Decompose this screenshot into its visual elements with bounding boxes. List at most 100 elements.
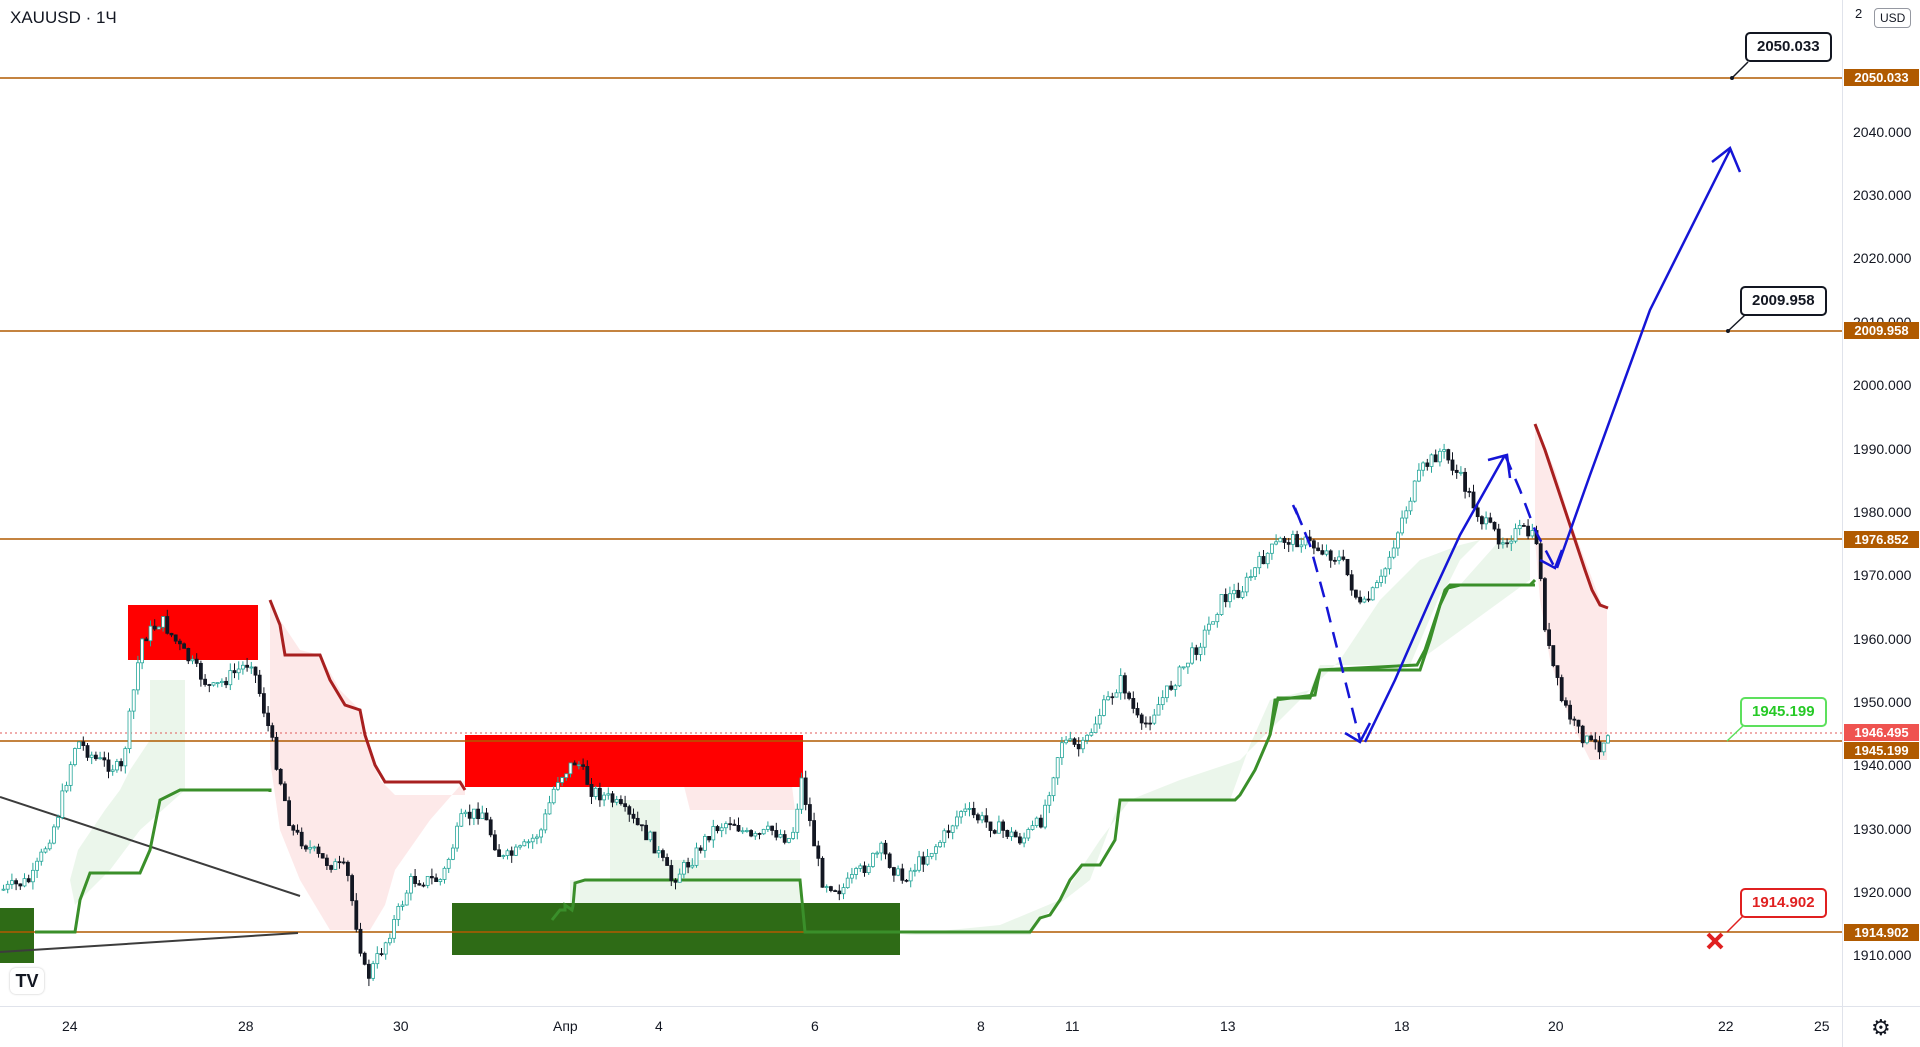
tradingview-logo[interactable]: TV (10, 968, 44, 994)
candle-body (1543, 578, 1547, 631)
candle-body (610, 793, 615, 803)
candle-body (1412, 480, 1417, 502)
candle-body (614, 799, 619, 803)
candle-body (1144, 722, 1148, 725)
candle-body (959, 811, 963, 818)
candle-body (715, 826, 720, 832)
candle-body (119, 761, 123, 767)
projection-dashed-down[interactable] (1293, 507, 1362, 741)
candle-body (593, 787, 598, 797)
candle-body (253, 666, 258, 676)
projection-up-1[interactable] (1363, 454, 1507, 743)
candle-body (371, 963, 376, 979)
candle-body (492, 834, 497, 851)
candle-body (1551, 645, 1556, 667)
price-axis[interactable]: 2 USD 2040.0002030.0002020.0002010.00020… (1842, 0, 1920, 1006)
candle-body (1030, 825, 1035, 830)
candle-body (459, 813, 464, 827)
candle-body (908, 870, 913, 882)
candle-body (728, 823, 732, 826)
candle-body (9, 880, 14, 885)
price-chart[interactable] (0, 0, 1842, 1006)
candle-body (1349, 574, 1354, 591)
candle-body (1286, 542, 1291, 545)
candle-body (635, 817, 640, 826)
candle-body (1085, 734, 1089, 741)
candle-body (1320, 550, 1325, 555)
price-tick-label: 1980.000 (1853, 504, 1912, 520)
candle-body (1559, 677, 1564, 702)
candle-body (1324, 550, 1329, 555)
trendline-ascending[interactable] (0, 932, 299, 953)
candle-body (1471, 491, 1476, 509)
gear-icon[interactable]: ⚙ (1871, 1015, 1891, 1040)
candle-body (1072, 738, 1077, 745)
candle-body (661, 850, 665, 858)
price-tick-label: 1920.000 (1853, 884, 1912, 900)
candle-body (1425, 462, 1430, 467)
candle-body (1060, 742, 1064, 759)
candle-body (26, 878, 31, 883)
time-tick-label: 11 (1065, 1018, 1080, 1034)
candle-body (866, 866, 871, 874)
demand-zone-2 (452, 903, 900, 955)
candle-body (169, 632, 174, 636)
candle-body (1522, 525, 1526, 527)
candle-body (324, 857, 329, 866)
candle-body (1009, 831, 1014, 837)
candle-body (669, 865, 674, 881)
candle-body (94, 754, 98, 760)
candle-body (992, 830, 997, 834)
candle-body (1597, 741, 1602, 753)
callout-1945[interactable]: 1945.199 (1740, 697, 1827, 727)
candle-body (1333, 559, 1337, 562)
candle-body (43, 848, 48, 853)
callout-1914[interactable]: 1914.902 (1740, 888, 1827, 918)
candle-body (467, 811, 472, 819)
candle-body (984, 815, 989, 823)
settings-cell[interactable]: ⚙ (1842, 1006, 1920, 1047)
candle-body (261, 693, 266, 714)
projection-down-2[interactable] (1503, 454, 1557, 569)
candle-body (123, 748, 128, 767)
time-tick-label: 20 (1548, 1018, 1564, 1034)
candle-body (1081, 739, 1085, 750)
candle-body (1484, 517, 1488, 525)
candle-body (812, 820, 816, 847)
candle-body (1215, 614, 1220, 623)
time-axis[interactable]: 24 28 30 Апр 4 6 8 11 13 18 20 22 25 (0, 1006, 1842, 1047)
bear-trend-fill-3 (1535, 425, 1607, 760)
candle-body (1173, 685, 1178, 690)
candle-body (1517, 525, 1522, 530)
candle-body (1089, 732, 1094, 736)
supply-zone-1 (128, 605, 258, 660)
candle-body (543, 813, 548, 831)
candle-body (1492, 521, 1497, 530)
candle-body (224, 680, 229, 686)
candle-body (350, 875, 355, 902)
candle-body (1131, 698, 1136, 709)
candle-body (463, 811, 468, 815)
candle-body (841, 887, 846, 895)
candle-body (518, 845, 522, 848)
candle-body (1177, 666, 1182, 687)
candle-body (1400, 517, 1404, 534)
candle-body (917, 856, 921, 871)
candle-body (1181, 666, 1186, 669)
candle-body (1488, 517, 1493, 523)
candle-body (471, 808, 476, 819)
candle-body (572, 762, 577, 766)
candle-body (186, 647, 191, 662)
projection-up-target[interactable] (1555, 149, 1732, 569)
callout-2009[interactable]: 2009.958 (1740, 286, 1827, 316)
currency-button[interactable]: USD (1874, 8, 1912, 28)
candle-body (89, 754, 94, 758)
chart-area[interactable]: XAUUSD · 1Ч 2050.033 2009.958 1945.199 1… (0, 0, 1842, 1006)
candle-body (438, 879, 443, 882)
candle-body (1026, 829, 1031, 839)
callout-2050[interactable]: 2050.033 (1745, 32, 1832, 62)
candle-body (1404, 510, 1409, 519)
candle-body (140, 638, 145, 664)
symbol-title[interactable]: XAUUSD · 1Ч (10, 8, 117, 27)
candle-body (299, 831, 304, 847)
